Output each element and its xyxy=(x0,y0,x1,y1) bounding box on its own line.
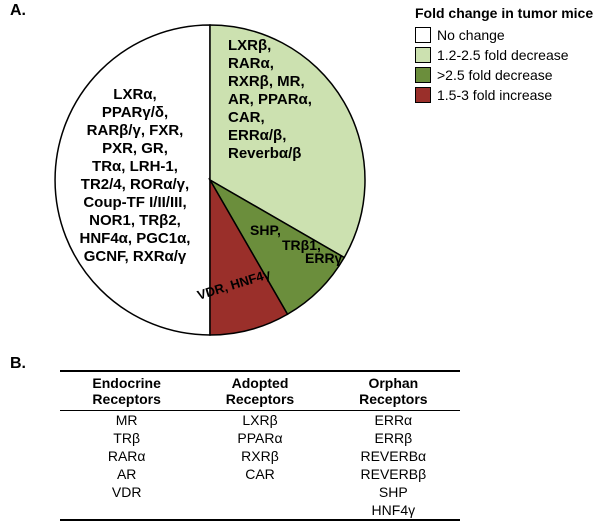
table-cell: LXRβ xyxy=(193,411,326,430)
legend-label: 1.5-3 fold increase xyxy=(437,87,552,103)
legend-swatch xyxy=(415,27,431,43)
legend-item-2: >2.5 fold decrease xyxy=(415,67,593,83)
legend-title: Fold change in tumor mice xyxy=(415,5,593,21)
table-cell: AR xyxy=(60,465,193,483)
table-cell: VDR xyxy=(60,483,193,501)
legend-swatch xyxy=(415,87,431,103)
table-row: MRLXRβERRα xyxy=(60,411,460,430)
table-row: RARαRXRβREVERBα xyxy=(60,447,460,465)
table-header-1: AdoptedReceptors xyxy=(193,371,326,411)
legend-label: 1.2-2.5 fold decrease xyxy=(437,47,569,63)
legend-item-0: No change xyxy=(415,27,593,43)
table-cell: TRβ xyxy=(60,429,193,447)
table-cell xyxy=(60,501,193,520)
pie-chart: LXRα,PPARγ/δ,RARβ/γ, FXR,PXR, GR,TRα, LR… xyxy=(10,5,410,345)
legend-item-3: 1.5-3 fold increase xyxy=(415,87,593,103)
table-cell xyxy=(193,483,326,501)
table-cell: HNF4γ xyxy=(327,501,460,520)
legend: Fold change in tumor mice No change 1.2-2… xyxy=(415,5,593,107)
table-row: VDR SHP xyxy=(60,483,460,501)
table-cell: SHP xyxy=(327,483,460,501)
table-cell: RARα xyxy=(60,447,193,465)
table-cell: CAR xyxy=(193,465,326,483)
legend-label: No change xyxy=(437,27,505,43)
legend-label: >2.5 fold decrease xyxy=(437,67,553,83)
legend-swatch xyxy=(415,47,431,63)
table-cell: RXRβ xyxy=(193,447,326,465)
table-header-2: OrphanReceptors xyxy=(327,371,460,411)
panel-b-label: B. xyxy=(10,355,26,373)
legend-item-1: 1.2-2.5 fold decrease xyxy=(415,47,593,63)
pie-svg: LXRα,PPARγ/δ,RARβ/γ, FXR,PXR, GR,TRα, LR… xyxy=(10,5,410,345)
table-cell: ERRβ xyxy=(327,429,460,447)
table-cell: PPARα xyxy=(193,429,326,447)
table-cell xyxy=(193,501,326,520)
table-row: TRβPPARαERRβ xyxy=(60,429,460,447)
table-cell: REVERBβ xyxy=(327,465,460,483)
legend-swatch xyxy=(415,67,431,83)
table-row: HNF4γ xyxy=(60,501,460,520)
table-row: ARCARREVERBβ xyxy=(60,465,460,483)
table-cell: REVERBα xyxy=(327,447,460,465)
table-cell: MR xyxy=(60,411,193,430)
table-cell: ERRα xyxy=(327,411,460,430)
table-header-0: EndocrineReceptors xyxy=(60,371,193,411)
receptor-table: EndocrineReceptorsAdoptedReceptorsOrphan… xyxy=(60,370,460,521)
